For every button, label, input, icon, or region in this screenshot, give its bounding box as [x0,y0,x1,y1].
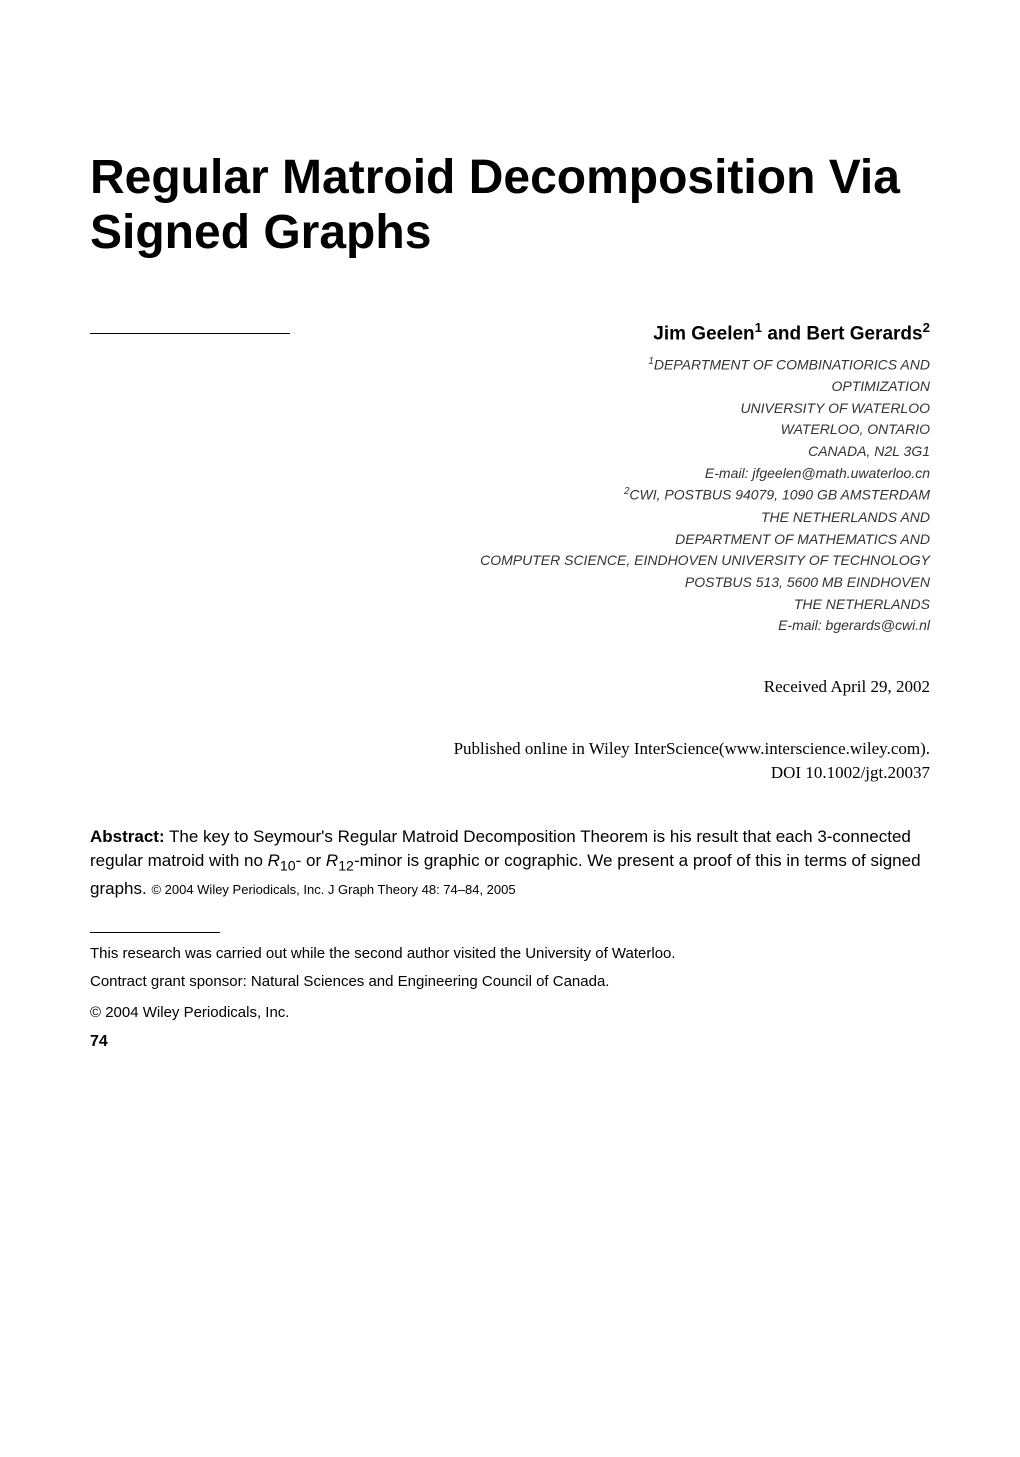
aff2-line3: DEPARTMENT OF MATHEMATICS AND [90,529,930,551]
aff1-line3: UNIVERSITY OF WATERLOO [90,398,930,420]
affiliation-1: 1DEPARTMENT OF COMBINATIORICS AND OPTIMI… [90,354,930,637]
aff2-line2: THE NETHERLANDS AND [90,507,930,529]
published-line1: Published online in Wiley InterScience(w… [90,737,930,761]
footnote-1: This research was carried out while the … [90,943,930,966]
authors: Jim Geelen1 and Bert Gerards2 [310,320,930,345]
author-and: and [767,324,801,345]
abstract: Abstract: The key to Seymour's Regular M… [90,825,930,902]
aff1-line4: WATERLOO, ONTARIO [90,419,930,441]
abstract-label: Abstract: [90,827,165,846]
abstract-copyright: © 2004 Wiley Periodicals, Inc. J Graph T… [151,882,515,897]
abstract-r12-sub: 12 [338,859,354,875]
copyright: © 2004 Wiley Periodicals, Inc. [90,1004,930,1021]
abstract-r10: R [268,851,280,870]
author-2: Bert Gerards [806,324,922,345]
article-title: Regular Matroid Decomposition Via Signed… [90,150,930,260]
aff2-email: E-mail: bgerards@cwi.nl [90,615,930,637]
aff2-line4: COMPUTER SCIENCE, EINDHOVEN UNIVERSITY O… [90,550,930,572]
affiliations: 1DEPARTMENT OF COMBINATIORICS AND OPTIMI… [90,354,930,637]
aff1-line1: 1DEPARTMENT OF COMBINATIORICS AND [90,354,930,376]
aff1-email: E-mail: jfgeelen@math.uwaterloo.cn [90,463,930,485]
author-1: Jim Geelen [653,324,754,345]
published-line2: DOI 10.1002/jgt.20037 [90,761,930,785]
footnote-2: Contract grant sponsor: Natural Sciences… [90,971,930,994]
author-section: Jim Geelen1 and Bert Gerards2 [90,320,930,345]
author-rule [90,333,290,334]
author-1-sup: 1 [755,320,762,335]
page-number: 74 [90,1033,930,1051]
aff2-line6: THE NETHERLANDS [90,594,930,616]
author-2-sup: 2 [923,320,930,335]
abstract-r12: R [326,851,338,870]
aff2-line1: 2CWI, POSTBUS 94079, 1090 GB AMSTERDAM [90,484,930,506]
abstract-r10-sub: 10 [280,859,296,875]
aff2-line5: POSTBUS 513, 5600 MB EINDHOVEN [90,572,930,594]
received-date: Received April 29, 2002 [90,677,930,697]
abstract-text-2: - or [296,851,326,870]
published-info: Published online in Wiley InterScience(w… [90,737,930,785]
aff1-line2: OPTIMIZATION [90,376,930,398]
footer-rule [90,932,220,933]
aff1-line5: CANADA, N2L 3G1 [90,441,930,463]
